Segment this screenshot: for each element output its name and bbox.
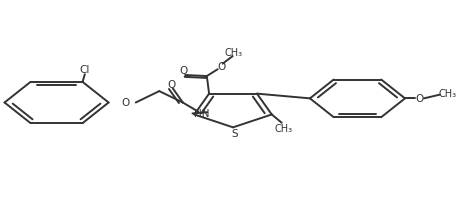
Text: O: O bbox=[415, 94, 424, 104]
Text: O: O bbox=[122, 98, 130, 108]
Text: S: S bbox=[231, 128, 238, 138]
Text: CH₃: CH₃ bbox=[439, 89, 457, 99]
Text: O: O bbox=[217, 62, 225, 72]
Text: CH₃: CH₃ bbox=[275, 123, 293, 133]
Text: HN: HN bbox=[194, 109, 210, 119]
Text: O: O bbox=[167, 80, 175, 89]
Text: Cl: Cl bbox=[80, 64, 90, 75]
Text: O: O bbox=[180, 66, 188, 76]
Text: CH₃: CH₃ bbox=[224, 48, 243, 58]
